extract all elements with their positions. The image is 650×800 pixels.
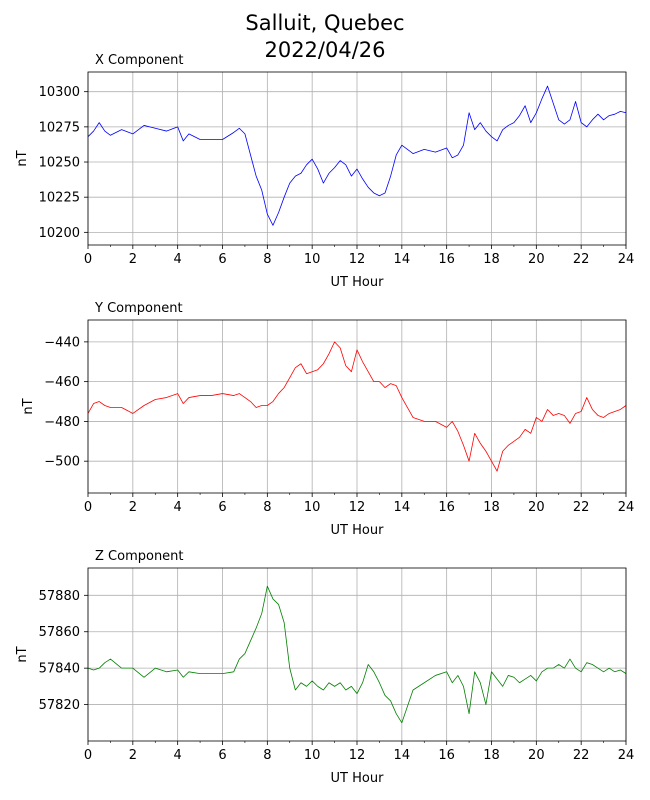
z-component-title: Z Component [95,549,184,564]
z-component-x-tick-label: 6 [218,748,226,763]
x-component-y-tick-label: 10225 [39,191,80,206]
z-component-x-tick-label: 4 [174,748,182,763]
y-component-title: Y Component [94,301,183,316]
z-component-x-tick-label: 8 [263,748,271,763]
z-component-x-tick-label: 10 [304,748,321,763]
z-component-x-tick-label: 20 [528,748,545,763]
z-component-x-tick-label: 22 [573,748,590,763]
x-component-x-tick-label: 16 [438,252,455,267]
y-component-x-tick-label: 18 [483,500,500,515]
z-component-y-tick-label: 57840 [39,662,80,677]
x-component-x-tick-label: 14 [394,252,411,267]
z-component-x-tick-label: 0 [84,748,92,763]
x-component-x-tick-label: 0 [84,252,92,267]
y-component-y-tick-label: −500 [44,455,80,470]
y-component-x-tick-label: 24 [618,500,635,515]
z-component-y-axis-label: nT [15,646,30,662]
x-component-y-tick-label: 10275 [39,120,80,135]
x-component-x-tick-label: 8 [263,252,271,267]
y-component-x-tick-label: 16 [438,500,455,515]
z-component-x-tick-label: 2 [129,748,137,763]
z-component-series-line [87,585,627,724]
y-component-x-axis-label: UT Hour [331,523,385,538]
z-component-x-tick-label: 18 [483,748,500,763]
x-component-x-tick-label: 10 [304,252,321,267]
y-component-y-tick-label: −480 [44,415,80,430]
z-component-x-tick-label: 16 [438,748,455,763]
x-component-y-tick-label: 10200 [39,226,80,241]
x-component-panel: 0 2 4 6 8 10 12 14 16 18 20 22 241020010225102501027… [15,53,634,290]
x-component-x-tick-label: 20 [528,252,545,267]
y-component-x-tick-label: 4 [174,500,182,515]
z-component-y-tick-label: 57860 [39,625,80,640]
x-component-x-axis-label: UT Hour [331,275,385,290]
x-component-y-tick-label: 10250 [39,156,80,171]
z-component-x-tick-label: 24 [618,748,635,763]
z-component-y-tick-label: 57880 [39,589,80,604]
figure-title-station: Salluit, Quebec [245,11,405,35]
x-component-x-tick-label: 18 [483,252,500,267]
y-component-x-tick-label: 10 [304,500,321,515]
figure-title: Salluit, Quebec 2022/04/26 [0,10,650,64]
x-component-x-tick-label: 2 [129,252,137,267]
x-component-y-axis-label: nT [15,150,30,166]
y-component-x-tick-label: 6 [218,500,226,515]
x-component-x-tick-label: 22 [573,252,590,267]
y-component-x-tick-label: 22 [573,500,590,515]
x-component-y-tick-label: 10300 [39,85,80,100]
x-component-x-tick-label: 24 [618,252,635,267]
y-component-y-tick-label: −440 [44,335,80,350]
x-component-series-line [87,85,627,226]
z-component-panel: 0 2 4 6 8 10 12 14 16 18 20 22 245782057840578605788… [15,549,634,786]
x-component-title: X Component [95,53,184,68]
z-component-y-tick-label: 57820 [39,698,80,713]
y-component-y-tick-label: −460 [44,375,80,390]
z-component-x-axis-label: UT Hour [331,771,385,786]
z-component-x-tick-label: 12 [349,748,366,763]
y-component-y-axis-label: nT [21,398,36,414]
y-component-x-tick-label: 2 [129,500,137,515]
figure-title-date: 2022/04/26 [264,38,386,62]
x-component-x-tick-label: 4 [174,252,182,267]
x-component-x-tick-label: 12 [349,252,366,267]
x-component-x-tick-label: 6 [218,252,226,267]
y-component-x-tick-label: 8 [263,500,271,515]
y-component-series-line [87,341,627,472]
y-component-x-tick-label: 20 [528,500,545,515]
y-component-x-tick-label: 0 [84,500,92,515]
z-component-x-tick-label: 14 [394,748,411,763]
y-component-x-tick-label: 12 [349,500,366,515]
y-component-x-tick-label: 14 [394,500,411,515]
